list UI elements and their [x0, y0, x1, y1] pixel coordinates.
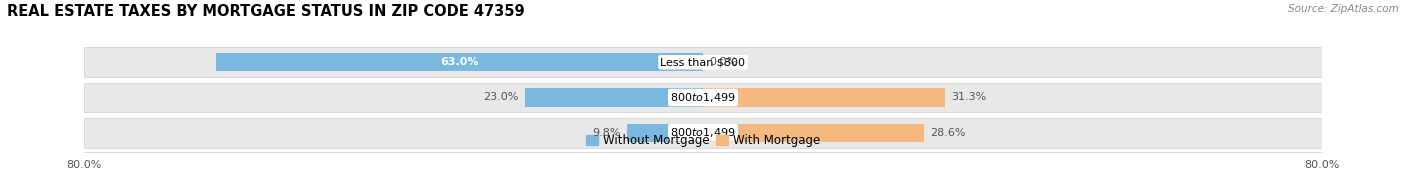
Bar	[217, 53, 703, 71]
Text: 63.0%: 63.0%	[440, 57, 478, 67]
Bar	[84, 47, 1322, 77]
Text: Less than $800: Less than $800	[661, 57, 745, 67]
Bar	[84, 82, 1322, 113]
Bar	[526, 88, 703, 107]
Text: Source: ZipAtlas.com: Source: ZipAtlas.com	[1288, 4, 1399, 14]
Text: $800 to $1,499: $800 to $1,499	[671, 91, 735, 104]
Text: 9.8%: 9.8%	[592, 128, 621, 138]
Text: $800 to $1,499: $800 to $1,499	[671, 126, 735, 139]
Text: REAL ESTATE TAXES BY MORTGAGE STATUS IN ZIP CODE 47359: REAL ESTATE TAXES BY MORTGAGE STATUS IN …	[7, 4, 524, 19]
Legend: Without Mortgage, With Mortgage: Without Mortgage, With Mortgage	[581, 129, 825, 152]
Text: 23.0%: 23.0%	[484, 92, 519, 103]
Text: 0.0%: 0.0%	[709, 57, 737, 67]
Bar	[84, 118, 1322, 148]
Text: 28.6%: 28.6%	[931, 128, 966, 138]
Bar	[627, 124, 703, 142]
Text: 31.3%: 31.3%	[952, 92, 987, 103]
Bar	[703, 88, 945, 107]
Bar	[703, 124, 924, 142]
